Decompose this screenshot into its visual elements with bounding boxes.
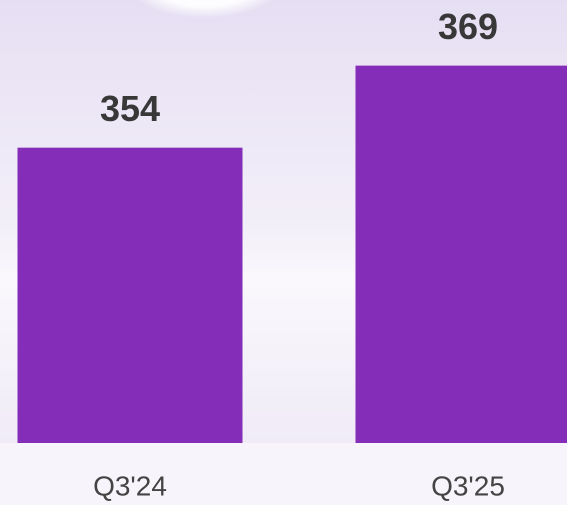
footer-band — [0, 443, 567, 505]
value-label: 354 — [100, 88, 160, 129]
value-label: 369 — [438, 6, 498, 47]
x-tick-label: Q3'24 — [93, 470, 167, 501]
bar — [355, 65, 567, 443]
x-tick-label: Q3'25 — [431, 470, 505, 501]
background-blob — [136, 0, 274, 18]
bar — [17, 147, 243, 443]
